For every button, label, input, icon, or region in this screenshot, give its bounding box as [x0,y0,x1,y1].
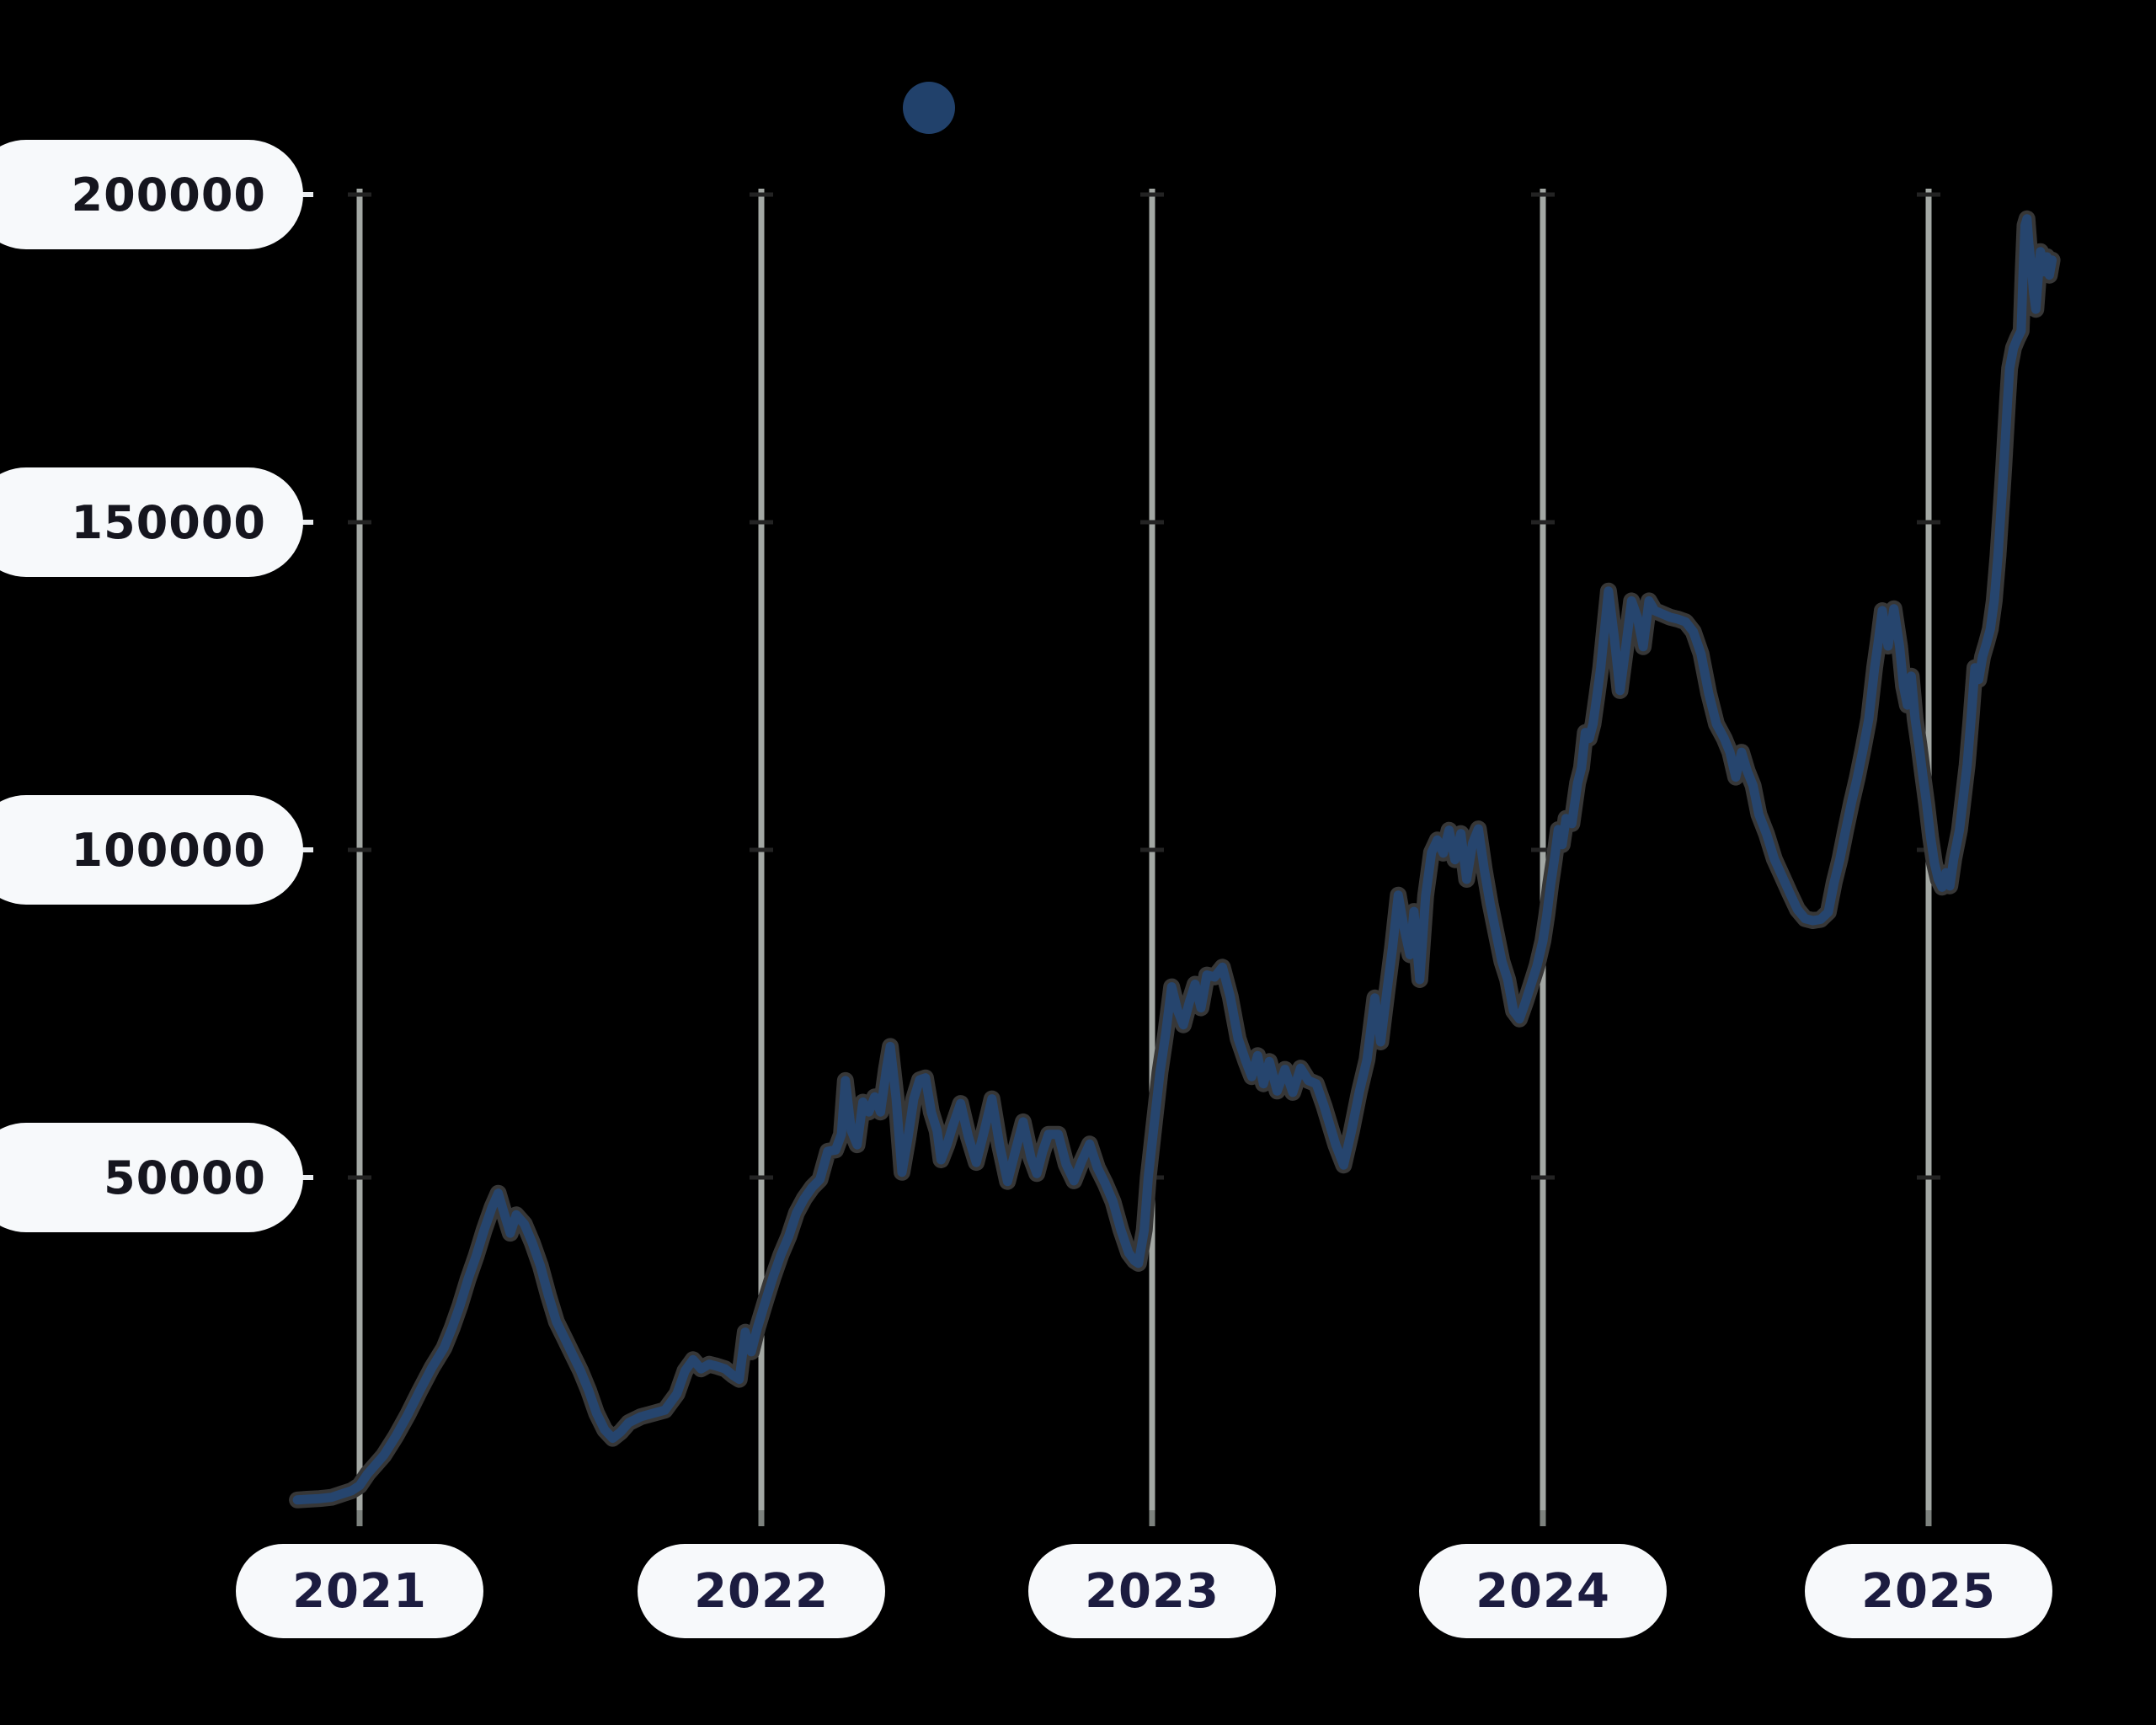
y-axis-label-50000: 50000 [0,1123,303,1232]
x-axis-label-2025: 2025 [1805,1544,2052,1638]
y-axis-label-150000: 150000 [0,467,303,577]
x-axis-ticks [356,1510,1932,1526]
x-axis-label-2024: 2024 [1419,1544,1667,1638]
data-line [292,214,2057,1505]
y-axis-label-100000: 100000 [0,795,303,905]
legend-marker-icon [903,82,955,134]
y-axis-label-200000: 200000 [0,140,303,249]
x-axis-label-2022: 2022 [638,1544,885,1638]
x-axis-label-2021: 2021 [236,1544,483,1638]
y-axis-ticks [295,192,313,1180]
data-line-halo [289,210,2061,1509]
x-axis-label-2023: 2023 [1028,1544,1276,1638]
